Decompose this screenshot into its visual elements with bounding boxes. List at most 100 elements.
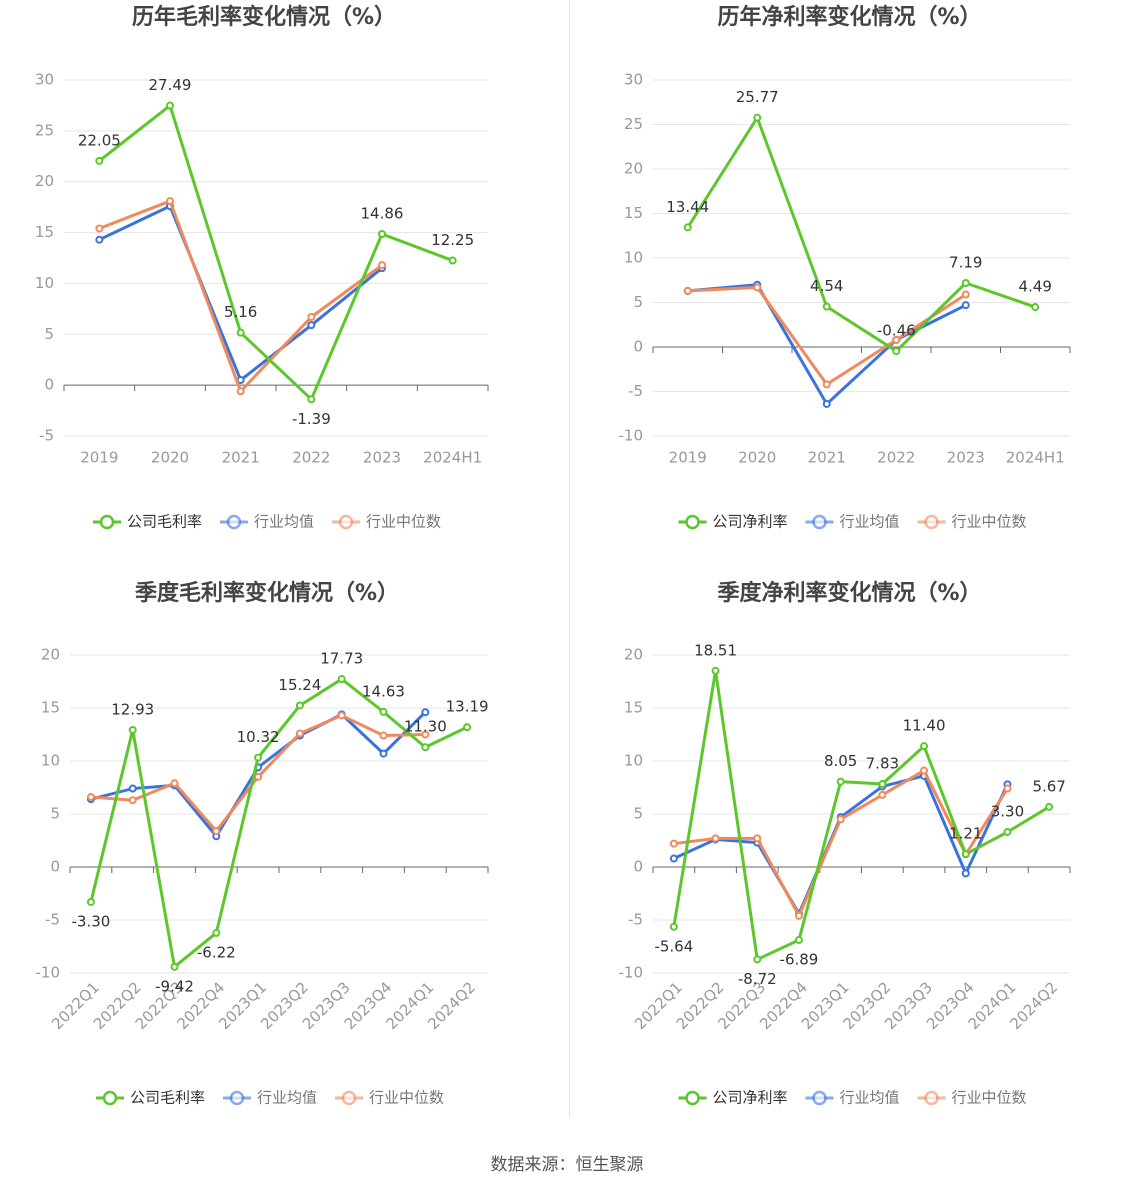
data-point-company [961, 850, 970, 859]
y-tick-label: -5 [628, 911, 643, 929]
y-tick-label: -10 [36, 964, 61, 982]
y-tick-label: 10 [41, 752, 60, 770]
data-point-median [212, 826, 221, 835]
y-tick-label: -5 [45, 911, 60, 929]
x-tick-label: 2022 [877, 449, 915, 467]
data-label: -3.30 [71, 912, 110, 930]
data-point-median [683, 286, 692, 295]
data-label: 1.21 [949, 825, 982, 843]
data-point-median [170, 779, 179, 788]
y-tick-label: 20 [35, 172, 54, 190]
data-point-company [254, 753, 263, 762]
data-label: 5.16 [224, 303, 257, 321]
data-label: 14.86 [361, 204, 404, 222]
legend-item-median: 行业中位数 [332, 513, 441, 531]
data-point-median [836, 815, 845, 824]
legend-item-median: 行业中位数 [917, 513, 1027, 531]
chart-title: 历年净利率变化情况（%） [717, 4, 981, 30]
data-label: -5.64 [654, 937, 693, 955]
series-line-company [98, 104, 454, 401]
data-label: 12.93 [111, 700, 154, 718]
data-point-median [1003, 784, 1012, 793]
x-tick-label: 2024H1 [1006, 449, 1065, 467]
data-label: 27.49 [149, 76, 192, 94]
legend-marker-icon [812, 1090, 827, 1106]
data-point-avg [961, 869, 970, 878]
legend-marker-icon [924, 1090, 939, 1106]
data-point-avg [421, 708, 430, 717]
legend-label: 行业均值 [254, 513, 314, 531]
data-label: 13.19 [446, 698, 489, 716]
data-point-median [166, 197, 174, 206]
data-point-company [836, 777, 845, 786]
data-point-company [378, 229, 386, 238]
data-point-median [822, 380, 831, 389]
data-point-median [961, 290, 970, 299]
legend-item-avg: 行业均值 [805, 513, 900, 531]
data-point-avg [307, 321, 316, 330]
y-tick-label: 5 [44, 325, 54, 343]
data-label: -6.22 [197, 943, 236, 961]
data-point-company [753, 113, 762, 122]
data-point-company [1003, 828, 1012, 837]
legend-item-company: 公司净利率 [678, 513, 788, 531]
series-line-company [686, 116, 1036, 353]
data-point-median [753, 834, 762, 843]
y-tick-label: 0 [44, 376, 54, 394]
y-tick-label: 20 [41, 646, 60, 664]
data-point-median [711, 834, 720, 843]
data-label: 10.32 [237, 728, 280, 746]
data-point-company [683, 223, 692, 232]
legend-label: 行业均值 [257, 1089, 317, 1107]
data-point-company [892, 347, 901, 356]
series-line-company [672, 669, 1050, 961]
vertical-divider [569, 0, 570, 1118]
legend-item-median: 行业中位数 [917, 1089, 1027, 1107]
y-tick-label: 15 [41, 699, 60, 717]
y-tick-label: 5 [633, 805, 643, 823]
data-label: 18.51 [694, 641, 737, 659]
data-point-company [822, 302, 831, 311]
legend-item-avg: 行业均值 [220, 513, 314, 531]
series-line-median [687, 285, 967, 386]
legend-marker-icon [685, 1090, 700, 1106]
data-point-company [1031, 303, 1040, 312]
legend-item-avg: 行业均值 [805, 1089, 900, 1107]
data-source-note: 数据来源：恒生聚源 [490, 1155, 644, 1175]
data-point-company [1045, 802, 1054, 811]
data-point-company [86, 897, 95, 906]
y-tick-label: 25 [35, 121, 54, 139]
x-tick-label: 2019 [80, 449, 118, 467]
legend-label: 公司毛利率 [130, 1089, 205, 1107]
data-point-company [170, 962, 179, 971]
legend-label: 行业中位数 [952, 1089, 1027, 1107]
y-tick-label: -10 [619, 427, 644, 445]
data-point-median [295, 729, 304, 738]
chart-2: 季度毛利率变化情况（%）-10-5051015202022Q12022Q2202… [36, 580, 489, 1107]
y-tick-label: 15 [624, 699, 643, 717]
data-label: 17.73 [320, 650, 363, 668]
data-point-company [95, 156, 104, 165]
data-point-avg [961, 301, 970, 310]
data-point-median [236, 387, 245, 396]
legend-label: 行业中位数 [366, 513, 441, 531]
series-line-avg [673, 774, 1009, 916]
data-label: 8.05 [824, 752, 857, 770]
legend-marker-icon [341, 1090, 357, 1106]
data-point-company [878, 780, 887, 789]
legend-label: 公司净利率 [713, 513, 788, 531]
legend-marker-icon [924, 514, 939, 530]
data-point-median [86, 793, 95, 802]
data-label: 13.44 [666, 198, 709, 216]
y-tick-label: 25 [624, 115, 643, 133]
data-point-company [295, 701, 304, 710]
data-label: -6.89 [780, 951, 819, 969]
data-point-avg [669, 854, 678, 863]
x-tick-label: 2020 [738, 449, 776, 467]
legend-label: 行业均值 [840, 1089, 900, 1107]
data-label: 12.25 [431, 231, 474, 249]
series-line-median [98, 199, 383, 393]
y-tick-label: -5 [39, 427, 54, 445]
legend-marker-icon [812, 514, 827, 530]
